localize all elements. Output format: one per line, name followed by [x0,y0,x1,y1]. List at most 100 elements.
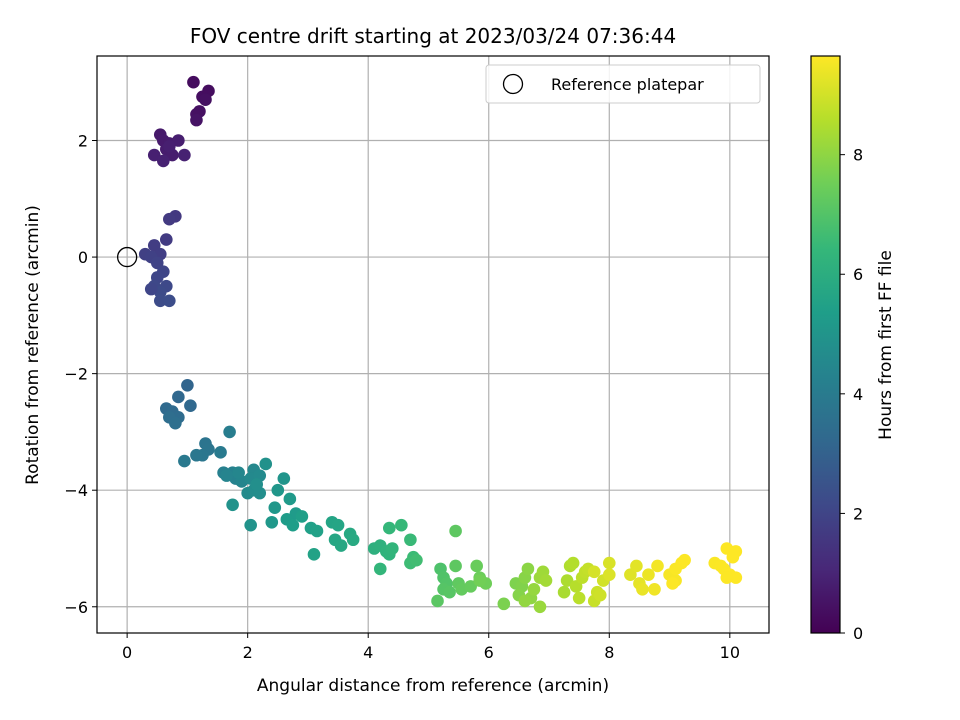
data-point [533,600,547,614]
data-point [187,75,200,89]
data-point [449,559,462,573]
x-axis-label: Angular distance from reference (arcmin) [257,676,609,696]
data-point [678,553,691,567]
colorbar: 0 2 4 6 8 [810,55,863,643]
data-point [602,556,616,570]
data-point [220,469,233,482]
data-point [223,425,236,439]
x-tick-label: 10 [720,643,740,662]
x-tick-label: 0 [122,643,132,662]
data-point [521,562,535,576]
data-point [666,577,679,590]
data-point [539,574,553,587]
y-axis-ticks: −6 −4 −2 0 2 [64,132,97,617]
y-tick-label: 2 [78,132,88,151]
data-point [268,501,282,514]
data-point [277,472,291,485]
data-point [386,542,399,555]
legend: Reference platepar [485,64,761,104]
data-point [283,492,297,506]
data-point [572,591,586,605]
colorbar-gradient [810,55,841,634]
data-point [181,378,194,392]
reference-marker [116,246,138,268]
data-point [566,556,580,570]
x-tick-label: 8 [604,643,614,662]
data-point [307,548,321,561]
data-point [184,399,197,412]
data-point [473,574,487,587]
data-point [271,483,285,497]
data-point [449,524,462,538]
x-tick-label: 2 [243,643,253,662]
data-point [587,565,601,579]
data-point [153,294,167,308]
scatter-points [138,75,743,614]
grid-layer [97,56,769,633]
data-point [178,454,191,468]
data-point [232,466,245,480]
data-point [147,148,161,162]
colorbar-tick-label: 8 [853,146,863,165]
data-point [729,571,743,584]
data-point [557,585,571,599]
colorbar-label: Hours from first FF file [876,250,896,440]
data-point [178,148,191,162]
data-point [190,448,203,462]
colorbar-tick-label: 4 [853,385,863,404]
data-point [190,113,203,127]
colorbar-tick-label: 2 [853,504,863,523]
data-point [226,498,239,512]
plot-frame [96,55,770,634]
data-point [265,515,279,529]
data-point [497,597,511,611]
data-point [163,140,176,153]
data-point [331,518,345,532]
data-point [172,134,185,147]
data-point [310,524,324,538]
data-point [636,582,649,596]
chart-title: FOV centre drift starting at 2023/03/24 … [190,24,676,48]
data-point [642,568,655,582]
data-point [395,518,408,532]
data-point [443,585,456,599]
data-point [156,154,170,168]
data-point [470,559,483,573]
data-point [169,416,182,430]
data-point [295,510,309,523]
data-point [410,553,423,567]
data-point [651,559,664,573]
x-tick-label: 6 [484,643,494,662]
reference-layer [116,246,138,268]
data-point [602,568,616,582]
data-point [630,559,643,573]
plot-area: 0 2 4 6 8 10 −6 −4 −2 0 2 Reference platepar [64,55,770,662]
data-point [431,594,444,608]
data-point [163,212,176,226]
data-point [464,580,477,593]
data-point [720,571,734,584]
data-point [648,582,661,596]
legend-label: Reference platepar [551,75,704,94]
data-point [383,521,396,535]
data-point [560,574,574,587]
data-point [160,233,173,246]
y-tick-label: −2 [64,365,88,384]
data-point [593,588,607,602]
x-tick-label: 4 [363,643,373,662]
data-point [199,93,212,107]
data-point [214,446,227,459]
y-tick-label: −4 [64,481,88,500]
data-point [404,533,417,547]
y-axis-label: Rotation from reference (arcmin) [23,205,43,485]
colorbar-tick-label: 6 [853,265,863,284]
data-point [518,594,532,608]
data-point [527,582,541,596]
legend-marker [502,73,524,95]
data-point [346,533,360,547]
data-point [144,282,158,296]
y-tick-label: −6 [64,598,88,617]
data-point [373,562,387,576]
